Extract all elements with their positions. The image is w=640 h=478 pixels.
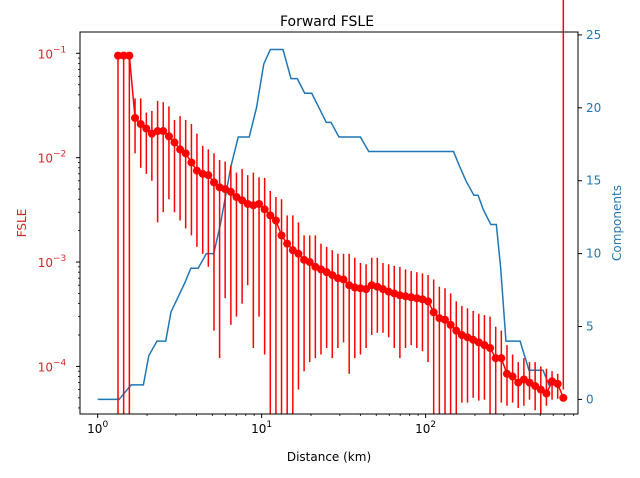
fsle-point xyxy=(559,393,568,402)
fsle-point xyxy=(429,308,438,317)
fsle-point xyxy=(491,354,500,363)
fsle-point xyxy=(266,211,275,220)
fsle-point xyxy=(260,205,269,214)
components-line xyxy=(97,48,562,401)
fsle-point xyxy=(277,231,286,240)
y-right-tick-label: 10 xyxy=(586,247,601,261)
fsle-point xyxy=(271,216,280,225)
fsle-point xyxy=(424,297,433,306)
fsle-point xyxy=(362,285,371,294)
fsle-point xyxy=(553,379,562,388)
y-right-tick-label: 5 xyxy=(586,320,594,334)
fsle-point xyxy=(542,389,551,398)
y-right-tick-label: 0 xyxy=(586,392,594,406)
fsle-point xyxy=(305,258,314,267)
chart-title: Forward FSLE xyxy=(280,14,374,30)
fsle-point xyxy=(226,187,235,196)
fsle-point xyxy=(131,113,140,122)
fsle-point xyxy=(136,120,145,129)
y-right-tick-label: 25 xyxy=(586,28,601,42)
fsle-point xyxy=(508,372,517,381)
y-axis-right-title: Components xyxy=(610,185,624,261)
fsle-point xyxy=(159,127,168,136)
fsle-point xyxy=(164,132,173,141)
fsle-point xyxy=(142,124,151,133)
y-right-tick-label: 15 xyxy=(586,174,601,188)
fsle-point xyxy=(125,51,134,60)
fsle-point xyxy=(339,275,348,284)
fsle-point xyxy=(441,315,450,324)
x-axis-title: Distance (km) xyxy=(287,450,371,464)
fsle-point xyxy=(119,51,128,60)
plot-area xyxy=(97,0,568,414)
fsle-point xyxy=(181,149,190,158)
fsle-point xyxy=(176,145,185,154)
fsle-point xyxy=(204,171,213,180)
plot-frame xyxy=(79,31,579,415)
fsle-point xyxy=(153,127,162,136)
y-right-tick-label: 20 xyxy=(586,101,601,115)
fsle-point xyxy=(486,344,495,353)
fsle-point xyxy=(209,178,218,187)
fsle-point xyxy=(283,239,292,248)
fsle-point xyxy=(113,51,122,60)
fsle-point xyxy=(452,326,461,335)
y-axis-left-title: FSLE xyxy=(15,209,29,238)
fsle-point xyxy=(255,199,264,208)
fsle-point xyxy=(536,385,545,394)
fsle-point xyxy=(446,320,455,329)
fsle-point xyxy=(497,354,506,363)
fsle-point xyxy=(170,138,179,147)
fsle-point xyxy=(294,249,303,258)
fsle-point xyxy=(187,158,196,167)
